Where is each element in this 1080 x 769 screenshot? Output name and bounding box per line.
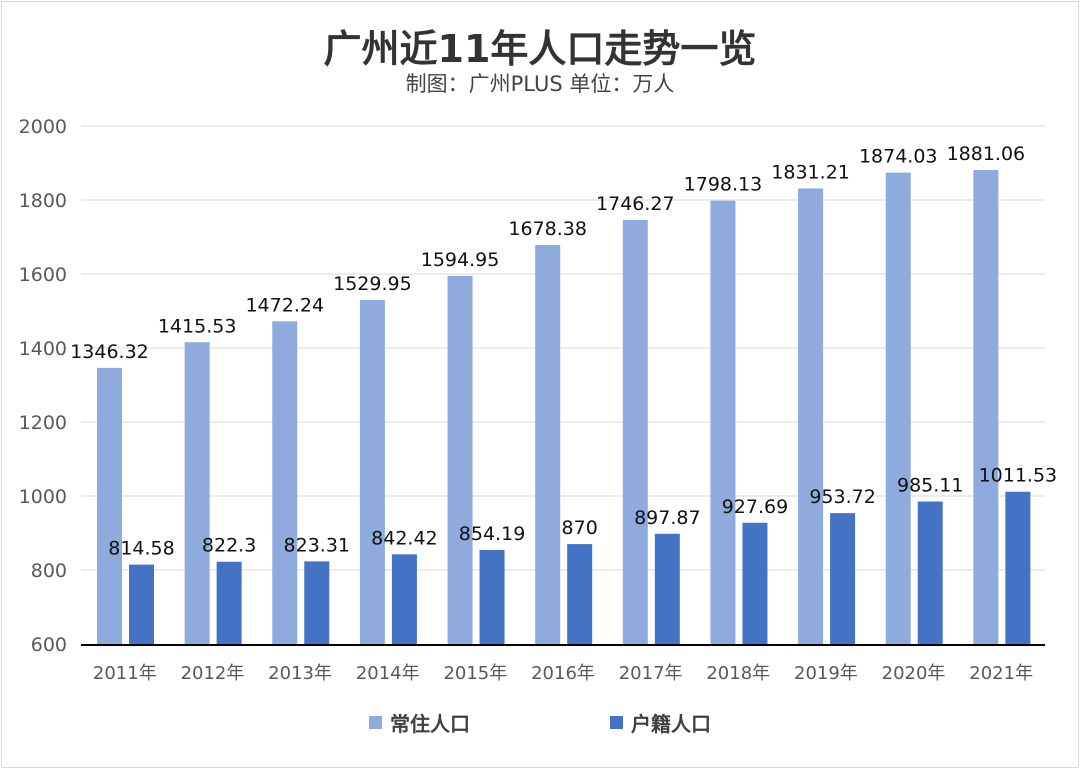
x-tick-label: 2011年 bbox=[93, 663, 157, 684]
data-label: 1011.53 bbox=[979, 465, 1058, 487]
bar-registered bbox=[304, 561, 330, 644]
data-label: 1874.03 bbox=[859, 146, 938, 168]
y-tick-label: 1800 bbox=[19, 190, 67, 212]
data-label: 854.19 bbox=[459, 523, 525, 545]
data-label: 1346.32 bbox=[70, 341, 149, 363]
y-tick-label: 1200 bbox=[19, 412, 67, 434]
legend-swatch bbox=[610, 716, 623, 729]
bar-registered bbox=[742, 522, 768, 644]
chart-subtitle: 制图：广州PLUS 单位：万人 bbox=[405, 72, 675, 96]
bar-resident bbox=[184, 342, 210, 644]
bar-resident bbox=[885, 172, 911, 645]
x-tick-label: 2014年 bbox=[356, 663, 420, 684]
x-tick-label: 2017年 bbox=[619, 663, 683, 684]
x-tick-label: 2019年 bbox=[794, 663, 858, 684]
bar-resident bbox=[359, 299, 385, 644]
bar-registered bbox=[479, 549, 505, 644]
bar-resident bbox=[97, 367, 122, 644]
x-tick-label: 2020年 bbox=[882, 663, 946, 684]
bar-registered bbox=[567, 544, 593, 644]
bar-registered bbox=[391, 554, 417, 644]
x-tick-label: 2016年 bbox=[531, 663, 595, 684]
bar-resident bbox=[622, 219, 648, 644]
x-tick-label: 2021年 bbox=[969, 663, 1033, 684]
x-tick-label: 2015年 bbox=[443, 663, 507, 684]
bar-resident bbox=[710, 200, 736, 644]
y-tick-label: 600 bbox=[31, 634, 67, 656]
x-tick-label: 2018年 bbox=[706, 663, 770, 684]
legend-item-registered: 户籍人口 bbox=[610, 708, 711, 737]
data-label: 814.58 bbox=[108, 538, 174, 560]
data-label: 1798.13 bbox=[684, 174, 763, 196]
legend-swatch bbox=[369, 716, 382, 729]
bar-registered bbox=[654, 533, 680, 644]
y-tick-label: 800 bbox=[31, 560, 67, 582]
legend-label: 户籍人口 bbox=[631, 712, 711, 736]
bar-registered bbox=[1005, 491, 1031, 644]
data-label: 1831.21 bbox=[771, 161, 850, 183]
data-label: 1472.24 bbox=[245, 294, 324, 316]
bar-resident bbox=[973, 170, 999, 644]
data-label: 842.42 bbox=[371, 527, 437, 549]
data-label: 1415.53 bbox=[158, 315, 237, 337]
bar-registered bbox=[917, 501, 943, 644]
legend: 常住人口 户籍人口 bbox=[0, 708, 1080, 737]
bar-registered bbox=[129, 564, 154, 644]
bar-registered bbox=[830, 513, 856, 644]
y-tick-label: 1600 bbox=[19, 264, 67, 286]
data-label: 927.69 bbox=[722, 496, 788, 518]
legend-label: 常住人口 bbox=[390, 712, 470, 736]
data-label: 1881.06 bbox=[947, 143, 1026, 165]
x-tick-label: 2012年 bbox=[181, 663, 245, 684]
data-label: 897.87 bbox=[634, 507, 700, 529]
data-label: 953.72 bbox=[809, 486, 875, 508]
y-tick-label: 2000 bbox=[19, 116, 67, 138]
chart-title: 广州近11年人口走势一览 bbox=[323, 27, 757, 71]
y-tick-label: 1000 bbox=[19, 486, 67, 508]
data-label: 870 bbox=[562, 517, 598, 539]
bar-resident bbox=[798, 188, 824, 644]
data-label: 1746.27 bbox=[596, 193, 675, 215]
legend-item-resident: 常住人口 bbox=[369, 708, 470, 737]
bar-resident bbox=[272, 321, 298, 644]
y-tick-label: 1400 bbox=[19, 338, 67, 360]
data-label: 985.11 bbox=[897, 475, 963, 497]
data-label: 823.31 bbox=[284, 534, 350, 556]
data-label: 1678.38 bbox=[508, 218, 587, 240]
bar-registered bbox=[216, 561, 242, 644]
bar-resident bbox=[447, 275, 473, 644]
bar-resident bbox=[535, 244, 561, 645]
data-label: 1594.95 bbox=[421, 249, 500, 271]
data-label: 1529.95 bbox=[333, 273, 412, 295]
x-tick-label: 2013年 bbox=[268, 663, 332, 684]
data-label: 822.3 bbox=[202, 535, 256, 557]
